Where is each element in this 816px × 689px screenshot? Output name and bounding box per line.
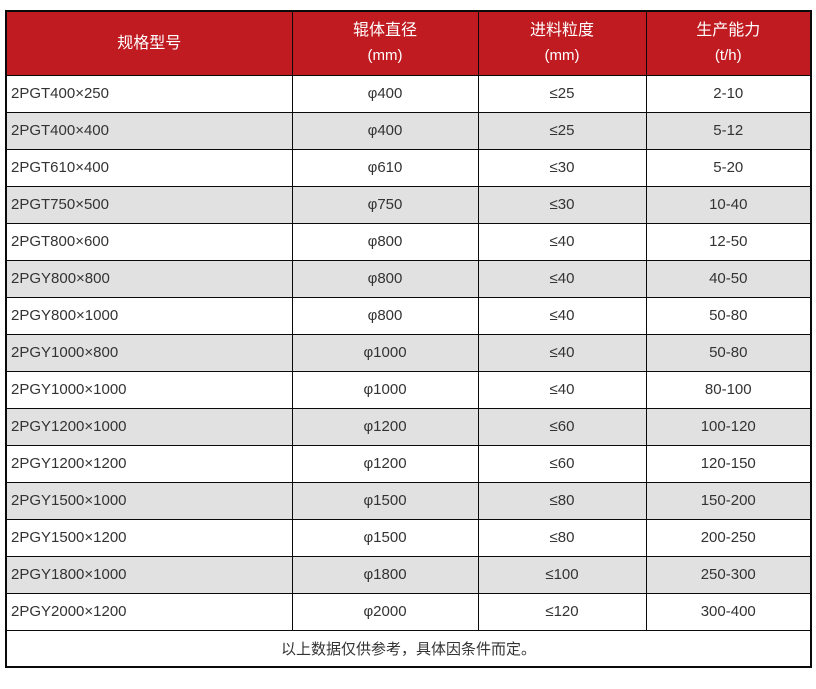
table-row: 2PGY1000×800 φ1000 ≤40 50-80	[5, 333, 812, 372]
spec-table-wrap: 规格型号 辊体直径 (mm) 进料粒度 (mm) 生产能力 (t/h)	[5, 10, 812, 668]
feed-size-cell: ≤60	[477, 407, 647, 446]
table-row: 2PGY800×1000 φ800 ≤40 50-80	[5, 296, 812, 335]
roller-diameter-cell: φ1200	[291, 407, 479, 446]
feed-size-cell: ≤40	[477, 370, 647, 409]
col-header-model-title: 规格型号	[117, 34, 182, 52]
model-cell: 2PGY1000×1000	[5, 370, 293, 409]
table-row: 2PGY1500×1000 φ1500 ≤80 150-200	[5, 481, 812, 520]
feed-size-cell: ≤30	[477, 148, 647, 187]
feed-size-cell: ≤120	[477, 592, 647, 631]
capacity-cell: 80-100	[645, 370, 812, 409]
feed-size-cell: ≤80	[477, 481, 647, 520]
model-cell: 2PGT750×500	[5, 185, 293, 224]
col-header-capacity: 生产能力 (t/h)	[645, 10, 812, 76]
col-header-capacity-unit: (t/h)	[714, 47, 742, 65]
roller-diameter-cell: φ800	[291, 296, 479, 335]
roller-diameter-cell: φ1500	[291, 518, 479, 557]
roller-diameter-cell: φ400	[291, 74, 479, 113]
table-row: 2PGY1500×1200 φ1500 ≤80 200-250	[5, 518, 812, 557]
feed-size-cell: ≤100	[477, 555, 647, 594]
col-header-roller-diameter-unit: (mm)	[367, 47, 403, 65]
model-cell: 2PGY1200×1200	[5, 444, 293, 483]
col-header-model: 规格型号	[5, 10, 293, 76]
capacity-cell: 5-12	[645, 111, 812, 150]
table-row: 2PGT400×400 φ400 ≤25 5-12	[5, 111, 812, 150]
feed-size-cell: ≤30	[477, 185, 647, 224]
col-header-roller-diameter: 辊体直径 (mm)	[291, 10, 479, 76]
capacity-cell: 300-400	[645, 592, 812, 631]
model-cell: 2PGY1200×1000	[5, 407, 293, 446]
table-row: 2PGY2000×1200 φ2000 ≤120 300-400	[5, 592, 812, 631]
col-header-feed-size: 进料粒度 (mm)	[477, 10, 647, 76]
col-header-feed-size-unit: (mm)	[544, 47, 580, 65]
spec-table: 规格型号 辊体直径 (mm) 进料粒度 (mm) 生产能力 (t/h)	[5, 10, 812, 668]
col-header-feed-size-title: 进料粒度	[529, 22, 594, 40]
feed-size-cell: ≤25	[477, 74, 647, 113]
table-header: 规格型号 辊体直径 (mm) 进料粒度 (mm) 生产能力 (t/h)	[5, 10, 812, 76]
footnote-row: 以上数据仅供参考，具体因条件而定。	[5, 629, 812, 668]
model-cell: 2PGT400×400	[5, 111, 293, 150]
capacity-cell: 100-120	[645, 407, 812, 446]
feed-size-cell: ≤40	[477, 259, 647, 298]
capacity-cell: 120-150	[645, 444, 812, 483]
model-cell: 2PGT400×250	[5, 74, 293, 113]
table-body: 2PGT400×250 φ400 ≤25 2-10 2PGT400×400 φ400 ≤25…	[5, 74, 812, 631]
capacity-cell: 200-250	[645, 518, 812, 557]
capacity-cell: 150-200	[645, 481, 812, 520]
feed-size-cell: ≤25	[477, 111, 647, 150]
feed-size-cell: ≤40	[477, 222, 647, 261]
header-row: 规格型号 辊体直径 (mm) 进料粒度 (mm) 生产能力 (t/h)	[5, 10, 812, 76]
roller-diameter-cell: φ800	[291, 259, 479, 298]
table-row: 2PGT800×600 φ800 ≤40 12-50	[5, 222, 812, 261]
table-row: 2PGY1000×1000 φ1000 ≤40 80-100	[5, 370, 812, 409]
capacity-cell: 12-50	[645, 222, 812, 261]
capacity-cell: 10-40	[645, 185, 812, 224]
capacity-cell: 250-300	[645, 555, 812, 594]
roller-diameter-cell: φ750	[291, 185, 479, 224]
roller-diameter-cell: φ1800	[291, 555, 479, 594]
roller-diameter-cell: φ2000	[291, 592, 479, 631]
feed-size-cell: ≤60	[477, 444, 647, 483]
model-cell: 2PGT610×400	[5, 148, 293, 187]
roller-diameter-cell: φ1200	[291, 444, 479, 483]
model-cell: 2PGY800×800	[5, 259, 293, 298]
col-header-roller-diameter-title: 辊体直径	[352, 22, 417, 40]
table-row: 2PGT750×500 φ750 ≤30 10-40	[5, 185, 812, 224]
col-header-capacity-title: 生产能力	[696, 22, 761, 40]
table-row: 2PGY1200×1000 φ1200 ≤60 100-120	[5, 407, 812, 446]
roller-diameter-cell: φ1000	[291, 333, 479, 372]
table-footnote: 以上数据仅供参考，具体因条件而定。	[5, 629, 812, 668]
table-footer: 以上数据仅供参考，具体因条件而定。	[5, 629, 812, 668]
capacity-cell: 5-20	[645, 148, 812, 187]
table-row: 2PGY1800×1000 φ1800 ≤100 250-300	[5, 555, 812, 594]
capacity-cell: 50-80	[645, 333, 812, 372]
table-row: 2PGT610×400 φ610 ≤30 5-20	[5, 148, 812, 187]
model-cell: 2PGY1500×1200	[5, 518, 293, 557]
roller-diameter-cell: φ610	[291, 148, 479, 187]
capacity-cell: 40-50	[645, 259, 812, 298]
model-cell: 2PGY1800×1000	[5, 555, 293, 594]
feed-size-cell: ≤40	[477, 333, 647, 372]
table-row: 2PGY800×800 φ800 ≤40 40-50	[5, 259, 812, 298]
model-cell: 2PGY1000×800	[5, 333, 293, 372]
model-cell: 2PGY800×1000	[5, 296, 293, 335]
model-cell: 2PGY1500×1000	[5, 481, 293, 520]
table-row: 2PGT400×250 φ400 ≤25 2-10	[5, 74, 812, 113]
capacity-cell: 2-10	[645, 74, 812, 113]
roller-diameter-cell: φ1000	[291, 370, 479, 409]
feed-size-cell: ≤80	[477, 518, 647, 557]
feed-size-cell: ≤40	[477, 296, 647, 335]
model-cell: 2PGY2000×1200	[5, 592, 293, 631]
capacity-cell: 50-80	[645, 296, 812, 335]
table-row: 2PGY1200×1200 φ1200 ≤60 120-150	[5, 444, 812, 483]
roller-diameter-cell: φ1500	[291, 481, 479, 520]
model-cell: 2PGT800×600	[5, 222, 293, 261]
roller-diameter-cell: φ800	[291, 222, 479, 261]
roller-diameter-cell: φ400	[291, 111, 479, 150]
